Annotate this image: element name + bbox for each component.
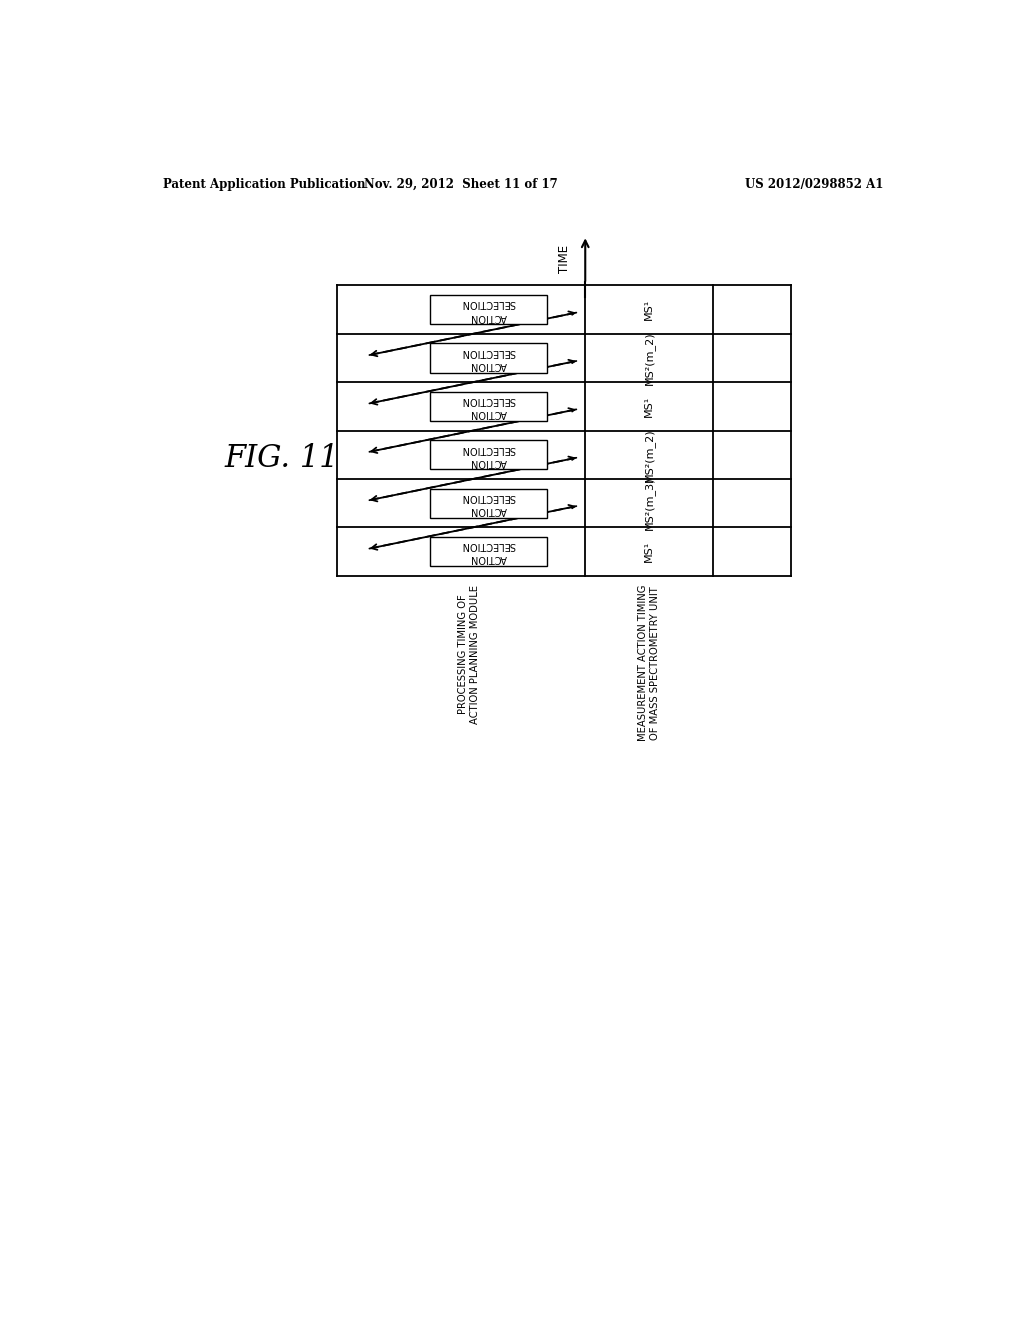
- Text: Nov. 29, 2012  Sheet 11 of 17: Nov. 29, 2012 Sheet 11 of 17: [365, 178, 558, 190]
- Text: ACTION: ACTION: [470, 457, 507, 467]
- Text: MS²(m_3): MS²(m_3): [644, 477, 654, 529]
- Text: ACTION: ACTION: [470, 312, 507, 322]
- Bar: [430, 488, 547, 517]
- Bar: [430, 537, 547, 566]
- Text: ACTION: ACTION: [470, 360, 507, 370]
- Text: MEASUREMENT ACTION TIMING
OF MASS SPECTROMETRY UNIT: MEASUREMENT ACTION TIMING OF MASS SPECTR…: [638, 585, 660, 742]
- Text: SELECTION: SELECTION: [461, 444, 515, 454]
- Text: FIG. 11: FIG. 11: [225, 444, 340, 474]
- Text: MS²(m_2): MS²(m_2): [644, 428, 654, 482]
- Text: SELECTION: SELECTION: [461, 540, 515, 550]
- Text: PROCESSING TIMING OF
ACTION PLANNING MODULE: PROCESSING TIMING OF ACTION PLANNING MOD…: [458, 585, 480, 723]
- Text: MS²(m_2): MS²(m_2): [644, 331, 654, 385]
- Text: ACTION: ACTION: [470, 408, 507, 418]
- Text: TIME: TIME: [558, 244, 571, 272]
- Text: ACTION: ACTION: [470, 553, 507, 564]
- Text: MS¹: MS¹: [644, 396, 654, 417]
- Bar: [430, 392, 547, 421]
- Text: ACTION: ACTION: [470, 506, 507, 515]
- Text: US 2012/0298852 A1: US 2012/0298852 A1: [745, 178, 884, 190]
- Bar: [430, 440, 547, 470]
- Text: MS¹: MS¹: [644, 541, 654, 562]
- Text: Patent Application Publication: Patent Application Publication: [163, 178, 366, 190]
- Bar: [430, 343, 547, 372]
- Text: SELECTION: SELECTION: [461, 298, 515, 309]
- Text: SELECTION: SELECTION: [461, 492, 515, 502]
- Text: SELECTION: SELECTION: [461, 395, 515, 405]
- Bar: [430, 294, 547, 325]
- Text: MS¹: MS¹: [644, 300, 654, 321]
- Text: SELECTION: SELECTION: [461, 347, 515, 356]
